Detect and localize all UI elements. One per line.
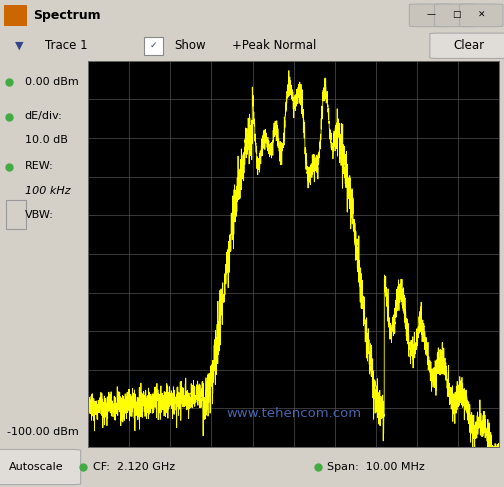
Text: CF:  2.120 GHz: CF: 2.120 GHz — [93, 462, 175, 472]
Text: Span:  10.00 MHz: Span: 10.00 MHz — [327, 462, 424, 472]
Text: -100.00 dBm: -100.00 dBm — [7, 427, 79, 437]
Text: □: □ — [452, 10, 460, 19]
Text: ✕: ✕ — [478, 10, 485, 19]
FancyBboxPatch shape — [6, 200, 26, 229]
FancyBboxPatch shape — [4, 4, 27, 26]
Text: REW:: REW: — [25, 161, 53, 171]
FancyBboxPatch shape — [409, 4, 453, 27]
Text: +Peak Normal: +Peak Normal — [232, 39, 316, 52]
FancyBboxPatch shape — [144, 37, 163, 55]
Text: —: — — [426, 10, 435, 19]
Text: www.tehencom.com: www.tehencom.com — [226, 407, 361, 420]
Text: ✓: ✓ — [150, 41, 157, 50]
Text: 100 kHz: 100 kHz — [25, 187, 71, 196]
Text: Clear: Clear — [454, 39, 485, 52]
Text: Show: Show — [174, 39, 206, 52]
Text: ▼: ▼ — [15, 41, 24, 51]
FancyBboxPatch shape — [0, 450, 81, 485]
Text: Autoscale: Autoscale — [9, 462, 64, 472]
Text: 0.00 dBm: 0.00 dBm — [25, 77, 79, 87]
Text: Spectrum: Spectrum — [33, 9, 100, 22]
Text: Trace 1: Trace 1 — [45, 39, 88, 52]
FancyBboxPatch shape — [460, 4, 503, 27]
Text: 10.0 dB: 10.0 dB — [25, 135, 68, 145]
Text: VBW:: VBW: — [25, 209, 53, 220]
FancyBboxPatch shape — [434, 4, 478, 27]
FancyBboxPatch shape — [430, 33, 504, 58]
Text: dE/div:: dE/div: — [25, 111, 62, 121]
